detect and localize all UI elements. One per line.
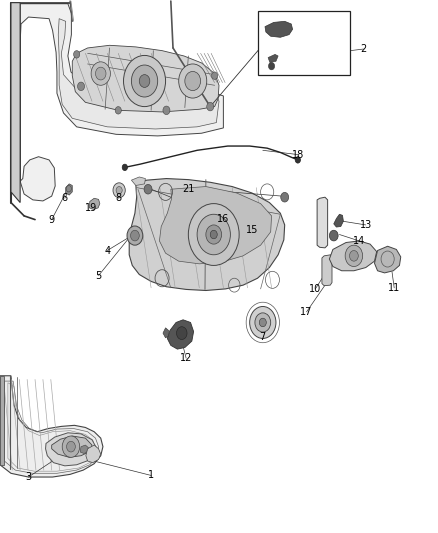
Polygon shape bbox=[80, 445, 88, 454]
Polygon shape bbox=[163, 328, 169, 338]
Text: 7: 7 bbox=[260, 333, 266, 342]
Polygon shape bbox=[159, 187, 272, 264]
Circle shape bbox=[185, 71, 201, 91]
Text: 19: 19 bbox=[85, 203, 97, 213]
Circle shape bbox=[250, 306, 276, 338]
Circle shape bbox=[74, 51, 80, 58]
Circle shape bbox=[255, 313, 271, 332]
Text: 8: 8 bbox=[115, 193, 121, 203]
Circle shape bbox=[78, 82, 85, 91]
Polygon shape bbox=[329, 241, 377, 271]
Polygon shape bbox=[268, 54, 278, 62]
Polygon shape bbox=[20, 4, 223, 201]
Circle shape bbox=[197, 214, 230, 255]
Polygon shape bbox=[66, 184, 72, 195]
Circle shape bbox=[212, 72, 218, 79]
Circle shape bbox=[131, 65, 158, 97]
Polygon shape bbox=[334, 214, 343, 227]
Polygon shape bbox=[131, 177, 145, 185]
Circle shape bbox=[124, 55, 166, 107]
Text: 9: 9 bbox=[49, 215, 55, 224]
Polygon shape bbox=[72, 45, 219, 112]
Circle shape bbox=[268, 62, 275, 70]
Text: 14: 14 bbox=[353, 236, 365, 246]
Circle shape bbox=[206, 225, 222, 244]
Text: 1: 1 bbox=[148, 471, 154, 480]
Circle shape bbox=[91, 62, 110, 85]
Polygon shape bbox=[374, 246, 401, 273]
Circle shape bbox=[144, 184, 152, 194]
Circle shape bbox=[210, 230, 217, 239]
Circle shape bbox=[62, 436, 80, 457]
Circle shape bbox=[122, 164, 127, 171]
Text: 4: 4 bbox=[104, 246, 110, 255]
Text: 11: 11 bbox=[388, 283, 400, 293]
Text: 21: 21 bbox=[182, 184, 194, 193]
Text: 3: 3 bbox=[25, 472, 32, 482]
Polygon shape bbox=[86, 445, 101, 463]
Circle shape bbox=[116, 187, 122, 194]
Circle shape bbox=[67, 441, 75, 452]
Circle shape bbox=[345, 245, 363, 266]
Circle shape bbox=[115, 107, 121, 114]
Text: 2: 2 bbox=[360, 44, 367, 54]
Polygon shape bbox=[89, 198, 100, 209]
Text: 16: 16 bbox=[217, 214, 230, 223]
Text: 6: 6 bbox=[62, 193, 68, 203]
Circle shape bbox=[207, 102, 214, 111]
Bar bbox=[258, 11, 350, 75]
Circle shape bbox=[281, 192, 289, 202]
Circle shape bbox=[177, 327, 187, 340]
Circle shape bbox=[259, 318, 266, 327]
Circle shape bbox=[95, 67, 106, 80]
Circle shape bbox=[188, 204, 239, 265]
Text: 13: 13 bbox=[360, 220, 372, 230]
Polygon shape bbox=[11, 3, 20, 203]
Polygon shape bbox=[265, 21, 293, 37]
Polygon shape bbox=[167, 320, 194, 349]
Text: 12: 12 bbox=[180, 353, 192, 363]
Polygon shape bbox=[52, 436, 92, 457]
Circle shape bbox=[329, 230, 338, 241]
Polygon shape bbox=[129, 179, 285, 290]
Text: 5: 5 bbox=[95, 271, 102, 280]
Polygon shape bbox=[0, 376, 103, 477]
Polygon shape bbox=[317, 197, 328, 248]
Polygon shape bbox=[322, 255, 332, 286]
Circle shape bbox=[163, 106, 170, 115]
Text: 10: 10 bbox=[309, 284, 321, 294]
Text: 18: 18 bbox=[292, 150, 304, 159]
Circle shape bbox=[131, 230, 139, 241]
Circle shape bbox=[127, 226, 143, 245]
Circle shape bbox=[139, 75, 150, 87]
Circle shape bbox=[113, 183, 125, 198]
Polygon shape bbox=[58, 19, 219, 129]
Circle shape bbox=[295, 157, 300, 163]
Circle shape bbox=[350, 251, 358, 261]
Circle shape bbox=[179, 64, 207, 98]
Text: 15: 15 bbox=[246, 225, 258, 235]
Polygon shape bbox=[0, 376, 4, 465]
Text: 17: 17 bbox=[300, 307, 313, 317]
Polygon shape bbox=[46, 433, 96, 466]
